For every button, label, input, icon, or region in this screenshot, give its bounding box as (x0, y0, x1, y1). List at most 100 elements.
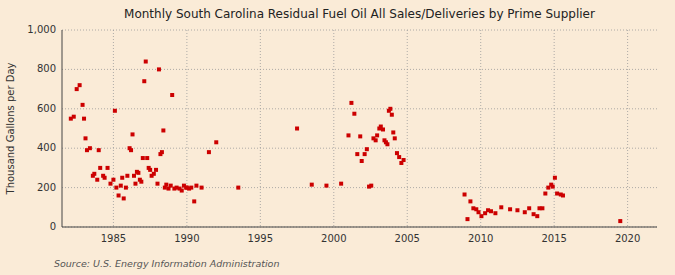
x-axis-line (62, 227, 657, 228)
point (142, 79, 146, 83)
y-tick-label: 200 (37, 182, 56, 193)
point (92, 172, 96, 176)
x-tick-label: 1990 (174, 233, 199, 244)
y-tick-label: 0 (50, 221, 56, 232)
point (355, 152, 359, 156)
point (129, 148, 133, 152)
x-grid-line (260, 30, 261, 227)
point (148, 168, 152, 172)
point (402, 158, 406, 162)
point (532, 212, 536, 216)
x-tick-label: 2000 (321, 233, 346, 244)
point (540, 206, 544, 210)
point (136, 171, 140, 175)
point (120, 176, 124, 180)
y-grid-line (62, 148, 657, 149)
point (72, 115, 76, 119)
x-tick-label: 1985 (101, 233, 126, 244)
point (160, 150, 164, 154)
point (180, 189, 184, 193)
point (324, 184, 328, 188)
point (349, 101, 353, 105)
point (194, 184, 198, 188)
point (164, 183, 168, 187)
point (84, 136, 88, 140)
point (98, 166, 102, 170)
point (374, 138, 378, 142)
point (95, 178, 99, 182)
point (388, 107, 392, 111)
point (390, 113, 394, 117)
point (479, 214, 483, 218)
point (124, 186, 128, 190)
title: Monthly South Carolina Residual Fuel Oil… (124, 7, 595, 21)
y-grid-line (62, 187, 657, 188)
grid (62, 30, 657, 227)
y-axis-label: Thousand Gallons per Day (5, 62, 16, 195)
x-grid-line (186, 30, 187, 227)
point (169, 184, 173, 188)
point (236, 186, 240, 190)
point (81, 103, 85, 107)
point (555, 192, 559, 196)
point (117, 193, 121, 197)
point (133, 182, 137, 186)
point (141, 156, 145, 160)
point (154, 168, 158, 172)
chart: 0 200 400 600 800 1,000 1985 1990 1995 2000 2005 20… (0, 0, 675, 275)
x-grid-line (113, 30, 114, 227)
point (493, 211, 497, 215)
x-grid-line (407, 30, 408, 227)
point (125, 174, 129, 178)
x-grid-line (333, 30, 334, 227)
point (207, 150, 211, 154)
x-tick-label: 2015 (541, 233, 566, 244)
x-tick-label: 1995 (248, 233, 273, 244)
point (111, 178, 115, 182)
point (131, 132, 135, 136)
point (119, 184, 123, 188)
point (78, 83, 82, 87)
point (97, 148, 101, 152)
x-grid-line (554, 30, 555, 227)
point (88, 146, 92, 150)
point (515, 208, 519, 212)
point (468, 199, 472, 203)
point (543, 192, 547, 196)
x-tick-label: 2005 (395, 233, 420, 244)
y-tick-label: 400 (37, 142, 56, 153)
point (75, 87, 79, 91)
tick-labels: 0 200 400 600 800 1,000 1985 1990 1995 2000 2005 20… (27, 24, 640, 244)
points (69, 60, 622, 224)
point (551, 185, 555, 189)
background (0, 0, 675, 275)
point (395, 151, 399, 155)
point (132, 174, 136, 178)
point (527, 206, 531, 210)
point (365, 147, 369, 151)
y-tick-label: 600 (37, 103, 56, 114)
point (82, 117, 86, 121)
point (360, 159, 364, 163)
y-grid-line (62, 227, 657, 228)
x-tick-label: 2010 (468, 233, 493, 244)
y-tick-label: 1,000 (27, 24, 56, 35)
point (358, 134, 362, 138)
y-tick-label: 800 (37, 63, 56, 74)
point (363, 152, 367, 156)
point (113, 109, 117, 113)
point (465, 217, 469, 221)
x-grid-line (627, 30, 628, 227)
y-grid-line (62, 69, 657, 70)
point (170, 93, 174, 97)
x-grid-line (480, 30, 481, 227)
point (108, 182, 112, 186)
point (103, 176, 107, 180)
point (369, 184, 373, 188)
point (157, 67, 161, 71)
point (122, 196, 126, 200)
point (393, 136, 397, 140)
point (114, 186, 118, 190)
point (489, 209, 493, 213)
point (145, 156, 149, 160)
